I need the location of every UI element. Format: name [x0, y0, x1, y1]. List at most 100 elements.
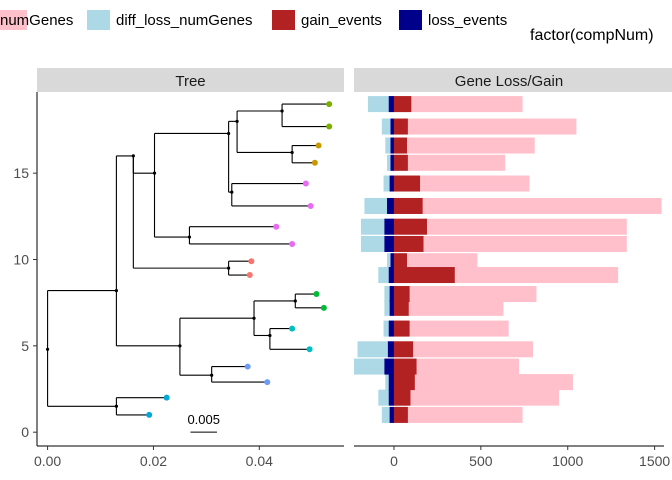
- legend-label-diff-loss-numgenes: diff_loss_numGenes: [116, 12, 252, 29]
- bar-numGenes: [393, 96, 523, 113]
- bar-panel: Gene Loss/Gain 0 500 1000 1500: [354, 68, 672, 469]
- tree-y-tick-label: 10: [13, 252, 29, 268]
- bar-x-tick-label: 1000: [552, 453, 583, 469]
- tree-tip-point: [313, 291, 320, 298]
- tree-internal-node: [178, 344, 182, 348]
- tree-y-tick-label: 0: [21, 424, 29, 440]
- bar-numGenes: [393, 235, 627, 252]
- bar-gain-events: [393, 406, 408, 423]
- tree-x-tick-label: 0.00: [34, 453, 61, 469]
- bar-diff-loss-numGenes: [364, 197, 394, 214]
- tree-x-ticks: 0.00 0.02 0.04: [34, 446, 273, 469]
- legend-label-loss-events: loss_events: [428, 12, 507, 29]
- bar-loss-events: [388, 267, 394, 284]
- bar-diff-loss-numGenes: [354, 358, 394, 375]
- bar-numGenes: [393, 358, 520, 375]
- bars: [354, 96, 662, 423]
- tree-tip-point: [289, 240, 296, 247]
- tree-internal-node: [293, 299, 297, 303]
- bar-gain-events: [393, 137, 407, 154]
- bar-numGenes: [393, 137, 535, 154]
- bar-numGenes: [393, 118, 577, 135]
- bar-strip: [354, 68, 672, 92]
- bar-loss-events: [384, 218, 394, 235]
- bar-gain-events: [393, 389, 411, 406]
- bar-gain-events: [393, 154, 408, 171]
- bar-numGenes: [393, 175, 530, 192]
- bar-x-ticks: 0 500 1000 1500: [390, 446, 670, 469]
- bar-gain-events: [393, 218, 427, 235]
- bar-numGenes: [393, 341, 533, 358]
- bar-loss-events: [389, 175, 394, 192]
- bar-loss-events: [390, 154, 394, 171]
- tree-x-tick-label: 0.04: [246, 453, 273, 469]
- tree-internal-node: [210, 373, 214, 377]
- tree-internal-node: [152, 171, 157, 175]
- tree-tip-point: [244, 363, 251, 370]
- bar-gain-events: [393, 175, 421, 192]
- tree-tip-point: [326, 101, 333, 108]
- bar-gain-events: [393, 286, 410, 303]
- bar-diff-loss-numGenes: [357, 341, 394, 358]
- legend-label-numgenes: numGenes: [0, 12, 73, 29]
- bar-gain-events: [393, 299, 409, 316]
- tree-internal-node: [280, 109, 284, 113]
- legend-title-compnum: factor(compNum): [530, 27, 654, 44]
- legend-key-numgenes: [0, 10, 27, 30]
- bar-diff-loss-numGenes: [383, 175, 394, 192]
- bar-gain-events: [393, 118, 408, 135]
- bar-diff-loss-numGenes: [384, 286, 394, 303]
- bar-loss-events: [389, 286, 394, 303]
- bar-numGenes: [393, 406, 523, 423]
- bar-loss-events: [384, 235, 394, 252]
- tree-tip-point: [311, 159, 318, 166]
- bar-gain-events: [393, 96, 412, 113]
- bar-diff-loss-numGenes: [385, 137, 394, 154]
- bar-loss-events: [388, 96, 394, 113]
- bar-loss-events: [388, 374, 394, 391]
- tree-y-tick-label: 15: [13, 165, 29, 181]
- tree-internal-node: [268, 333, 272, 338]
- bar-numGenes: [393, 374, 573, 391]
- tree-tip-point: [307, 202, 314, 209]
- bar-gain-events: [393, 197, 423, 214]
- bar-numGenes: [393, 154, 506, 171]
- bar-diff-loss-numGenes: [384, 299, 394, 316]
- tree-internal-node: [131, 154, 135, 158]
- legend-label-gain-events: gain_events: [301, 12, 382, 29]
- tree-panel: Tree 0 5 10 15 0.00 0.02 0.04 0.005: [13, 68, 344, 469]
- bar-gain-events: [393, 320, 410, 337]
- tree-tip-point: [302, 180, 309, 187]
- bar-x-tick-label: 1500: [639, 453, 670, 469]
- tree-tip-point: [315, 142, 322, 149]
- tree-tip-point: [273, 223, 280, 230]
- legend: numGenes diff_loss_numGenes gain_events …: [0, 10, 654, 44]
- bar-gain-events: [393, 358, 417, 375]
- bar-x-tick-label: 500: [469, 453, 493, 469]
- tree-tip-point: [320, 304, 327, 311]
- tree-internal-node: [45, 347, 50, 351]
- bar-loss-events: [390, 137, 394, 154]
- tree-y-ticks: 0 5 10 15: [13, 165, 37, 440]
- bar-gain-events: [393, 253, 407, 270]
- bar-numGenes: [393, 320, 509, 337]
- scale-bar-label: 0.005: [187, 412, 220, 427]
- legend-key-gain-events: [272, 10, 295, 30]
- bar-gain-events: [393, 267, 455, 284]
- legend-key-loss-events: [399, 10, 422, 30]
- tree-panel-title: Tree: [175, 73, 205, 90]
- tree-internal-node: [187, 235, 192, 239]
- bar-numGenes: [393, 389, 560, 406]
- bar-numGenes: [393, 299, 504, 316]
- tree-tip-point: [248, 258, 255, 265]
- tree-internal-node: [227, 131, 231, 136]
- tree-tip-point: [326, 123, 333, 130]
- tree-internal-node: [227, 266, 231, 270]
- tree-tip-point: [264, 379, 271, 386]
- bar-loss-events: [390, 118, 394, 135]
- bar-loss-events: [388, 389, 394, 406]
- tree-internal-node: [290, 150, 294, 155]
- bar-loss-events: [389, 299, 394, 316]
- tree-internal-node: [235, 119, 239, 123]
